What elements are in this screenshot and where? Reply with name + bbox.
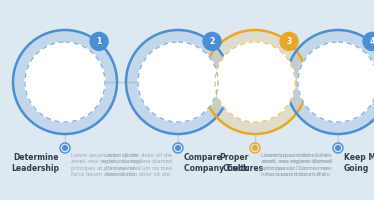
- Circle shape: [63, 146, 67, 150]
- Circle shape: [215, 42, 295, 122]
- Circle shape: [203, 32, 221, 50]
- Circle shape: [90, 32, 108, 50]
- Text: Compare
Company Cultures: Compare Company Cultures: [184, 153, 263, 173]
- Circle shape: [298, 42, 374, 122]
- Text: 1: 1: [96, 37, 102, 46]
- Circle shape: [126, 30, 230, 134]
- Text: Determine
Leadership: Determine Leadership: [11, 153, 59, 173]
- Text: 4: 4: [370, 37, 374, 46]
- Circle shape: [203, 30, 307, 134]
- Text: 2: 2: [209, 37, 215, 46]
- Circle shape: [336, 146, 340, 150]
- Circle shape: [363, 32, 374, 50]
- Circle shape: [253, 146, 257, 150]
- Circle shape: [286, 30, 374, 134]
- Circle shape: [138, 42, 218, 122]
- Circle shape: [280, 32, 298, 50]
- Text: Lorem ipsum dolor sit die
amet, nea regione diamed
principes at. Cum no meo
forc: Lorem ipsum dolor sit die amet, nea regi…: [71, 153, 141, 177]
- Circle shape: [13, 30, 117, 134]
- Text: Lorem ipsum dolor sit die
amet, nea regione diamed
principes at. Cum no meo
forc: Lorem ipsum dolor sit die amet, nea regi…: [262, 153, 332, 177]
- Text: Lorem ipsum dolor sit die
amet, nea regione diamed
principes at. Cum no meo
forc: Lorem ipsum dolor sit die amet, nea regi…: [102, 153, 172, 177]
- Text: 3: 3: [286, 37, 292, 46]
- Circle shape: [25, 42, 105, 122]
- Text: Proper
Check: Proper Check: [220, 153, 249, 173]
- Text: Lorem ipsum dolor sit die
amet, nea regione diamed
principes at. Cum no meo
forc: Lorem ipsum dolor sit die amet, nea regi…: [261, 153, 331, 177]
- Circle shape: [176, 146, 180, 150]
- Text: Keep Momentum
Going: Keep Momentum Going: [344, 153, 374, 173]
